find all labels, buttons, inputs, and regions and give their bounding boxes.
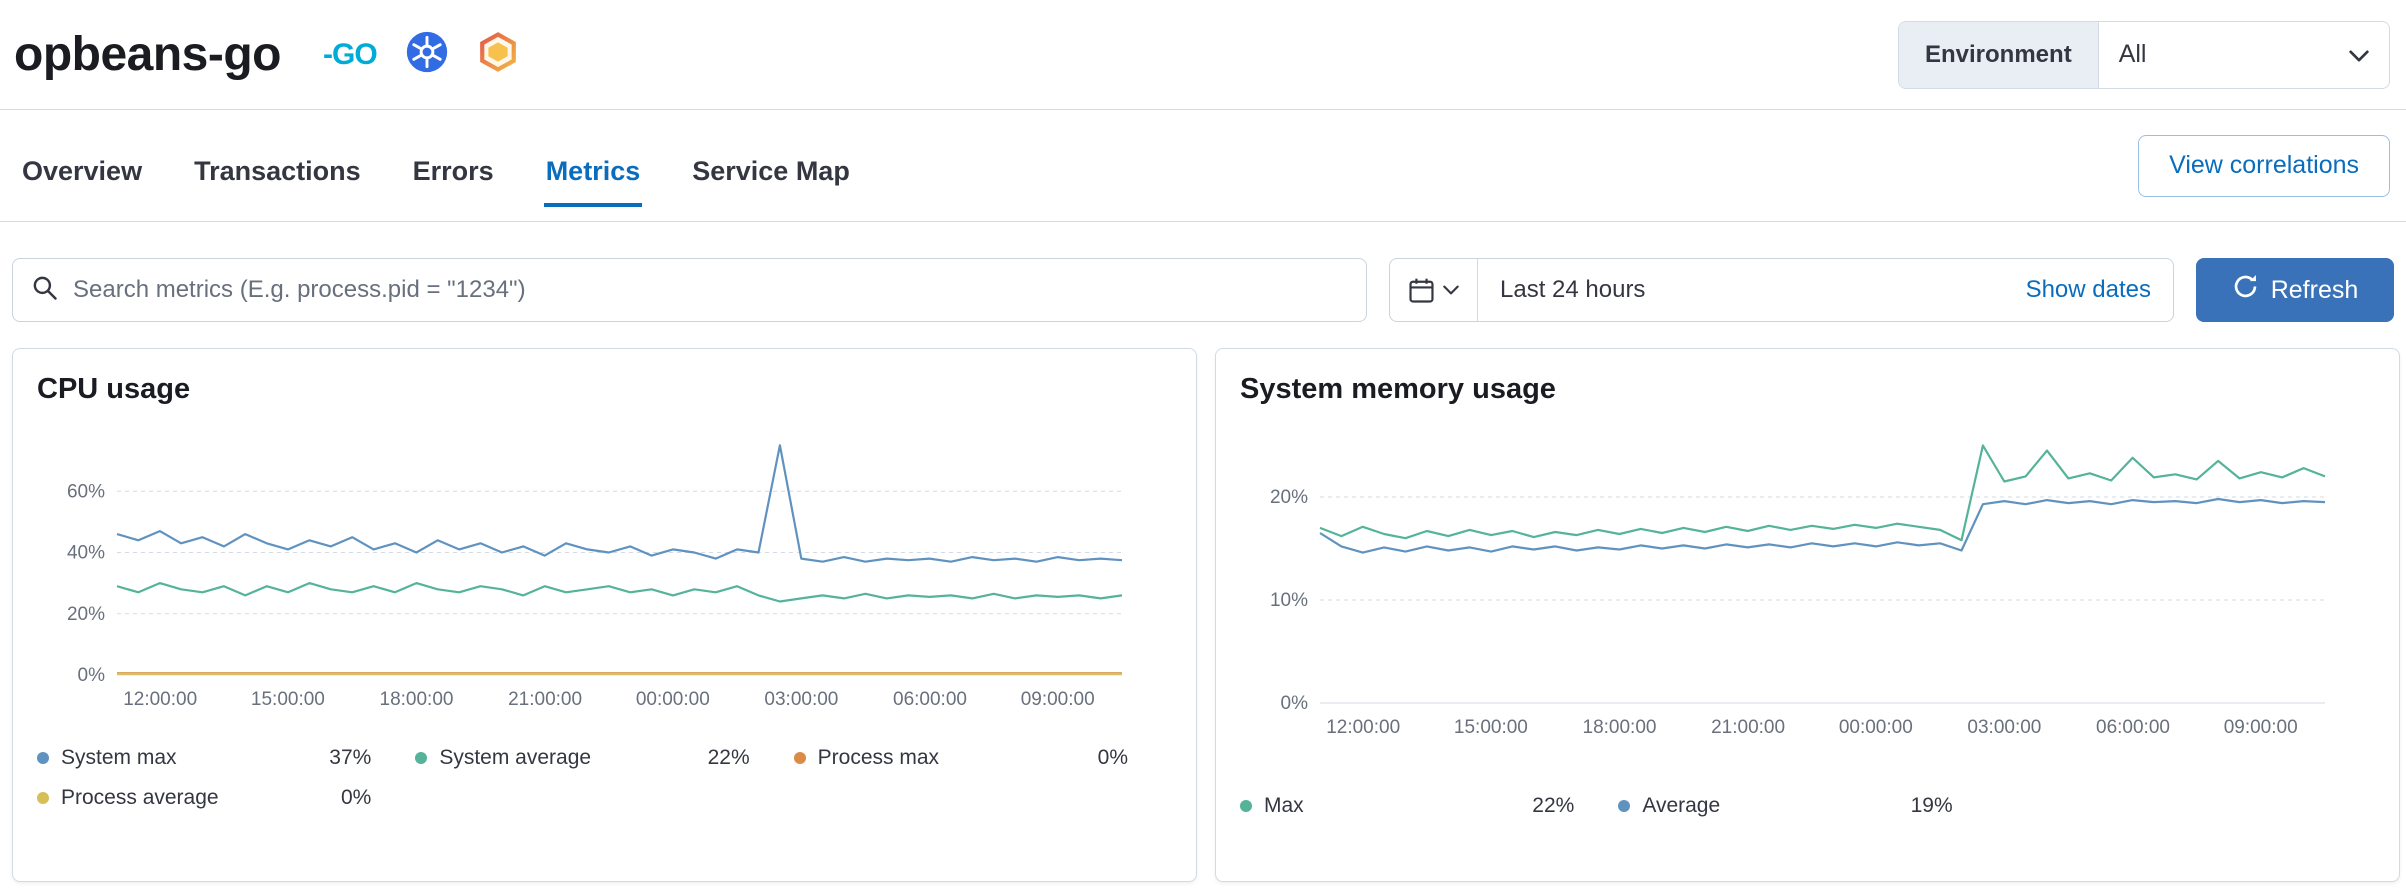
- go-agent-icon: -GO: [323, 37, 378, 71]
- svg-text:60%: 60%: [67, 481, 105, 502]
- legend-series-value: 19%: [1910, 794, 1953, 817]
- service-tabs: Overview Transactions Errors Metrics Ser…: [20, 152, 852, 207]
- legend-dot: [793, 752, 806, 764]
- legend-series-value: 0%: [1097, 746, 1128, 769]
- cpu-usage-legend: System max 37% System average 22% Process ma…: [37, 746, 1172, 810]
- svg-text:15:00:00: 15:00:00: [251, 689, 325, 710]
- legend-series-name: Max: [1264, 794, 1304, 817]
- tab-transactions[interactable]: Transactions: [194, 156, 361, 186]
- svg-text:09:00:00: 09:00:00: [2224, 717, 2298, 738]
- svg-text:21:00:00: 21:00:00: [1711, 717, 1785, 738]
- svg-text:21:00:00: 21:00:00: [508, 689, 582, 710]
- service-name-title: opbeans-go: [14, 28, 282, 81]
- agent-icons: -GO: [323, 30, 519, 79]
- svg-text:12:00:00: 12:00:00: [1326, 717, 1400, 738]
- metrics-charts: CPU usage 0% 20% 40% 60% 12:00:00 15:00:00 18:…: [12, 348, 2400, 882]
- time-range-value[interactable]: Last 24 hours: [1500, 276, 1646, 303]
- cpu-usage-chart[interactable]: 0% 20% 40% 60% 12:00:00 15:00:00 18:00:00 21:00…: [37, 420, 1172, 712]
- legend-item[interactable]: Max 22%: [1240, 794, 1618, 818]
- chevron-down-icon: [2349, 40, 2369, 69]
- tab-service-map[interactable]: Service Map: [692, 156, 850, 186]
- svg-text:20%: 20%: [1270, 487, 1308, 508]
- legend-item[interactable]: System max 37%: [37, 746, 415, 770]
- legend-item[interactable]: Average 19%: [1618, 794, 1996, 818]
- legend-series-name: Process max: [817, 746, 940, 769]
- metrics-search[interactable]: [12, 258, 1367, 322]
- search-input[interactable]: [73, 276, 1348, 304]
- svg-text:12:00:00: 12:00:00: [123, 689, 197, 710]
- service-header: opbeans-go -GO: [0, 0, 2406, 110]
- legend-series-name: Average: [1642, 794, 1721, 817]
- legend-series-name: System average: [439, 746, 592, 769]
- memory-usage-title: System memory usage: [1240, 373, 1556, 405]
- legend-series-value: 22%: [1532, 794, 1575, 817]
- svg-text:0%: 0%: [1281, 693, 1309, 714]
- legend-series-name: Process average: [61, 786, 219, 809]
- environment-selected-value: All: [2118, 40, 2147, 68]
- legend-dot: [37, 792, 49, 804]
- chevron-down-icon: [1443, 285, 1459, 295]
- legend-series-value: 0%: [340, 786, 372, 809]
- legend-series-value: 22%: [707, 746, 750, 769]
- search-icon: [31, 274, 59, 307]
- service-tabs-row: Overview Transactions Errors Metrics Ser…: [0, 110, 2406, 222]
- legend-dot: [415, 752, 428, 764]
- tab-overview[interactable]: Overview: [22, 156, 143, 186]
- svg-text:09:00:00: 09:00:00: [1021, 689, 1095, 710]
- svg-text:10%: 10%: [1270, 590, 1308, 611]
- svg-text:0%: 0%: [78, 665, 106, 686]
- tab-metrics[interactable]: Metrics: [543, 152, 643, 207]
- cpu-usage-panel: CPU usage 0% 20% 40% 60% 12:00:00 15:00:00 18:…: [12, 348, 1197, 882]
- show-dates-link[interactable]: Show dates: [2025, 276, 2151, 303]
- cpu-usage-title: CPU usage: [37, 373, 191, 405]
- svg-text:18:00:00: 18:00:00: [1583, 717, 1657, 738]
- legend-dot: [1618, 800, 1631, 812]
- svg-text:03:00:00: 03:00:00: [1967, 717, 2041, 738]
- memory-usage-legend: Max 22% Average 19%: [1240, 794, 2375, 818]
- refresh-button[interactable]: Refresh: [2196, 258, 2394, 322]
- tab-errors[interactable]: Errors: [412, 156, 494, 186]
- legend-item[interactable]: Process average 0%: [37, 786, 415, 810]
- svg-text:18:00:00: 18:00:00: [380, 689, 454, 710]
- svg-text:15:00:00: 15:00:00: [1454, 717, 1528, 738]
- environment-select[interactable]: All: [2099, 22, 2389, 88]
- svg-text:06:00:00: 06:00:00: [893, 689, 967, 710]
- svg-text:03:00:00: 03:00:00: [764, 689, 838, 710]
- metrics-toolbar: Last 24 hours Show dates Refresh: [12, 258, 2394, 322]
- svg-text:20%: 20%: [67, 604, 105, 625]
- view-correlations-button[interactable]: View correlations: [2138, 134, 2390, 197]
- time-range-picker: Last 24 hours Show dates: [1389, 258, 2174, 322]
- legend-item[interactable]: Process max 0%: [793, 746, 1172, 770]
- calendar-icon: [1409, 278, 1434, 303]
- refresh-label: Refresh: [2270, 275, 2359, 304]
- svg-text:06:00:00: 06:00:00: [2096, 717, 2170, 738]
- calendar-dropdown-button[interactable]: [1390, 259, 1478, 321]
- svg-text:00:00:00: 00:00:00: [636, 689, 710, 710]
- svg-text:00:00:00: 00:00:00: [1839, 717, 1913, 738]
- memory-usage-panel: System memory usage 0% 10% 20% 12:00:00 15:0…: [1215, 348, 2400, 882]
- environment-label: Environment: [1899, 21, 2099, 88]
- cloud-platform-icon: [477, 31, 519, 78]
- svg-text:40%: 40%: [67, 543, 105, 564]
- legend-series-value: 37%: [329, 746, 372, 769]
- environment-filter[interactable]: Environment All: [1898, 20, 2390, 89]
- legend-series-name: System max: [61, 746, 177, 769]
- refresh-icon: [2232, 273, 2259, 307]
- legend-dot: [37, 752, 49, 764]
- kubernetes-icon: [405, 30, 449, 79]
- memory-usage-chart[interactable]: 0% 10% 20% 12:00:00 15:00:00 18:00:00 21:00:00…: [1240, 420, 2375, 738]
- legend-dot: [1240, 800, 1252, 812]
- legend-item[interactable]: System average 22%: [415, 746, 793, 770]
